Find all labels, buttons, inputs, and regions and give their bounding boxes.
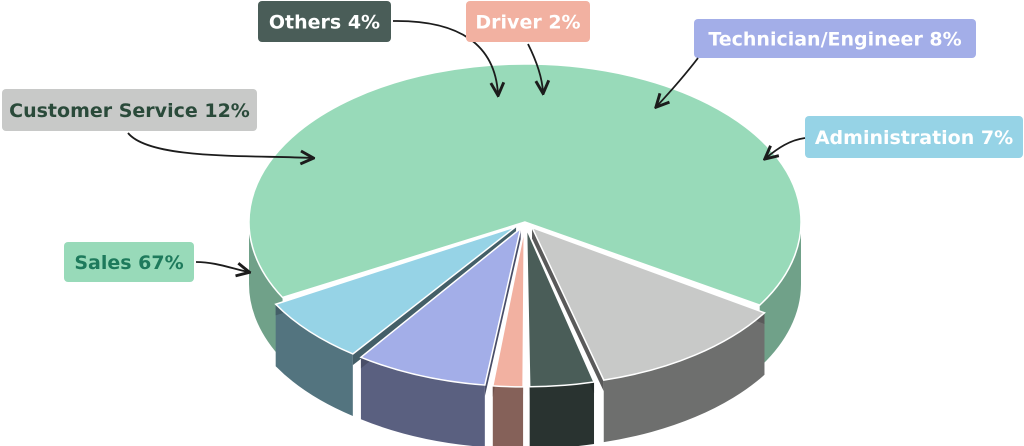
slice-side-sales [249,222,283,360]
data-label: Sales 67% [74,252,183,274]
data-label: Others 4% [269,12,380,34]
label-box [2,89,257,131]
slice-customer-service[interactable] [530,226,766,381]
slice-driver[interactable] [491,228,526,388]
slice-side-others [529,382,595,446]
data-label: Administration 7% [815,127,1013,149]
label-box [258,1,391,42]
label-administration: Administration 7% [805,116,1023,158]
slice-side-technician-engineer [360,357,485,446]
label-box [694,19,976,58]
label-others: Others 4% [258,1,391,42]
label-arrow [195,261,248,272]
label-arrow [657,57,699,106]
data-label: Customer Service 12% [9,100,250,122]
slice-side-administration [275,304,353,416]
label-sales: Sales 67% [64,242,194,282]
slice-wall-customer-service [532,227,604,392]
slice-sales[interactable] [248,63,802,307]
label-box [64,242,194,282]
label-arrow [527,43,543,92]
data-label: Driver 2% [475,12,580,34]
data-label: Technician/Engineer 8% [708,29,961,51]
label-arrow [766,137,806,158]
label-technician-engineer: Technician/Engineer 8% [694,19,976,58]
slice-administration[interactable] [274,225,517,355]
slice-side-sales [759,222,802,368]
slice-technician-engineer[interactable] [359,226,522,386]
label-customer-service: Customer Service 12% [2,89,257,131]
slice-others[interactable] [525,228,596,388]
slice-side-driver [492,385,524,446]
label-driver: Driver 2% [466,1,590,42]
label-arrow [127,132,312,158]
label-box [805,116,1023,158]
label-box [466,1,590,42]
slice-side-customer-service [603,312,765,443]
